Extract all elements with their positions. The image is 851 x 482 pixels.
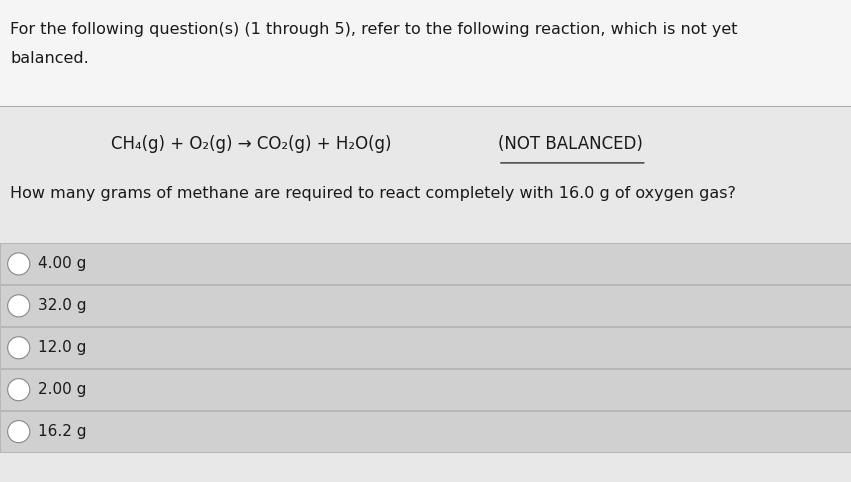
Text: 32.0 g: 32.0 g xyxy=(38,298,87,313)
FancyBboxPatch shape xyxy=(0,369,851,410)
Text: CH₄(g) + O₂(g) → CO₂(g) + H₂O(g): CH₄(g) + O₂(g) → CO₂(g) + H₂O(g) xyxy=(111,135,397,153)
Text: 12.0 g: 12.0 g xyxy=(38,340,87,355)
Text: 16.2 g: 16.2 g xyxy=(38,424,87,439)
Ellipse shape xyxy=(8,337,30,359)
Text: 2.00 g: 2.00 g xyxy=(38,382,87,397)
Ellipse shape xyxy=(8,295,30,317)
Text: (NOT BALANCED): (NOT BALANCED) xyxy=(498,135,643,153)
Ellipse shape xyxy=(8,421,30,442)
FancyBboxPatch shape xyxy=(0,327,851,368)
FancyBboxPatch shape xyxy=(0,243,851,284)
Text: 4.00 g: 4.00 g xyxy=(38,256,87,271)
Text: balanced.: balanced. xyxy=(10,51,89,66)
FancyBboxPatch shape xyxy=(0,411,851,452)
FancyBboxPatch shape xyxy=(0,285,851,326)
Text: How many grams of methane are required to react completely with 16.0 g of oxygen: How many grams of methane are required t… xyxy=(10,186,736,201)
Text: For the following question(s) (1 through 5), refer to the following reaction, wh: For the following question(s) (1 through… xyxy=(10,22,738,37)
FancyBboxPatch shape xyxy=(0,0,851,106)
Ellipse shape xyxy=(8,253,30,275)
Ellipse shape xyxy=(8,379,30,401)
